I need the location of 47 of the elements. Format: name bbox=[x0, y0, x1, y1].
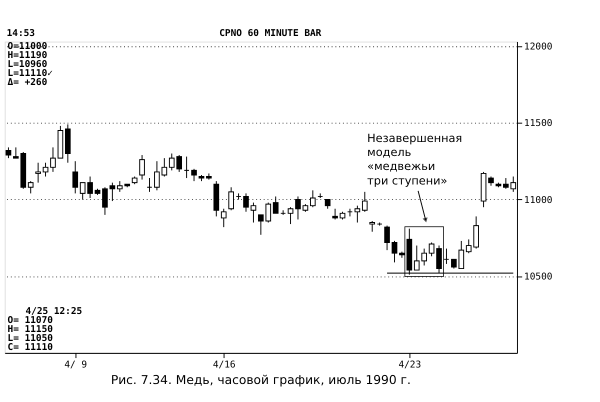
candlestick bbox=[451, 258, 457, 270]
annotation: L= 11050 bbox=[8, 333, 54, 344]
candlestick bbox=[466, 238, 472, 254]
candlestick bbox=[258, 214, 264, 236]
x-tick-label: 4/16 bbox=[212, 360, 236, 371]
y-tick-label: 11500 bbox=[524, 118, 553, 130]
annotation: 4/25 12:25 bbox=[25, 306, 83, 318]
x-tick-label: 4/23 bbox=[398, 360, 422, 371]
candlestick bbox=[354, 205, 360, 224]
y-tick-label: 10500 bbox=[524, 272, 553, 283]
candlestick bbox=[168, 153, 175, 171]
candlestick bbox=[272, 196, 279, 214]
candlestick bbox=[421, 248, 428, 266]
candlestick bbox=[265, 202, 272, 224]
text: Рис. 7.34. Медь, часовой график, июль 1990 г. bbox=[110, 373, 411, 388]
annotation: Незавершенная модель «медвежьи три ступени» bbox=[367, 130, 462, 188]
candlestick bbox=[13, 146, 19, 159]
candlestick bbox=[28, 180, 34, 194]
candlestick bbox=[458, 240, 464, 270]
y-tick-label: 12000 bbox=[524, 41, 553, 52]
candlestick bbox=[154, 160, 160, 191]
text: 14:53 bbox=[6, 28, 36, 39]
candlestick bbox=[414, 245, 420, 271]
annotation: H=11190 bbox=[8, 50, 48, 62]
annotation: O= 11070 bbox=[8, 315, 54, 326]
candlestick bbox=[347, 208, 353, 217]
candlestick bbox=[191, 168, 197, 182]
y-tick-label: 11000 bbox=[524, 194, 553, 206]
candlestick bbox=[176, 154, 182, 172]
candlestick bbox=[184, 156, 190, 179]
annotation: L=11110✓ bbox=[8, 68, 53, 79]
candlestick bbox=[369, 220, 376, 232]
candlestick bbox=[146, 178, 152, 192]
candlestick bbox=[473, 216, 479, 250]
annotation: Δ= +260 bbox=[8, 76, 48, 88]
annotation: O=11000 bbox=[8, 41, 48, 52]
candlestick bbox=[6, 146, 12, 159]
candlestick bbox=[162, 158, 168, 177]
candlestick bbox=[139, 154, 145, 180]
annotation: C= 11110 bbox=[8, 342, 54, 354]
candlestick bbox=[72, 160, 78, 194]
candlestick bbox=[220, 208, 227, 228]
annotation: H= 11150 bbox=[8, 324, 54, 336]
x-tick-label: 4/ 9 bbox=[64, 360, 88, 371]
annotation: L=10960 bbox=[8, 59, 48, 70]
candlestick bbox=[116, 180, 123, 192]
text: CPNO 60 MINUTE BAR bbox=[219, 28, 322, 39]
